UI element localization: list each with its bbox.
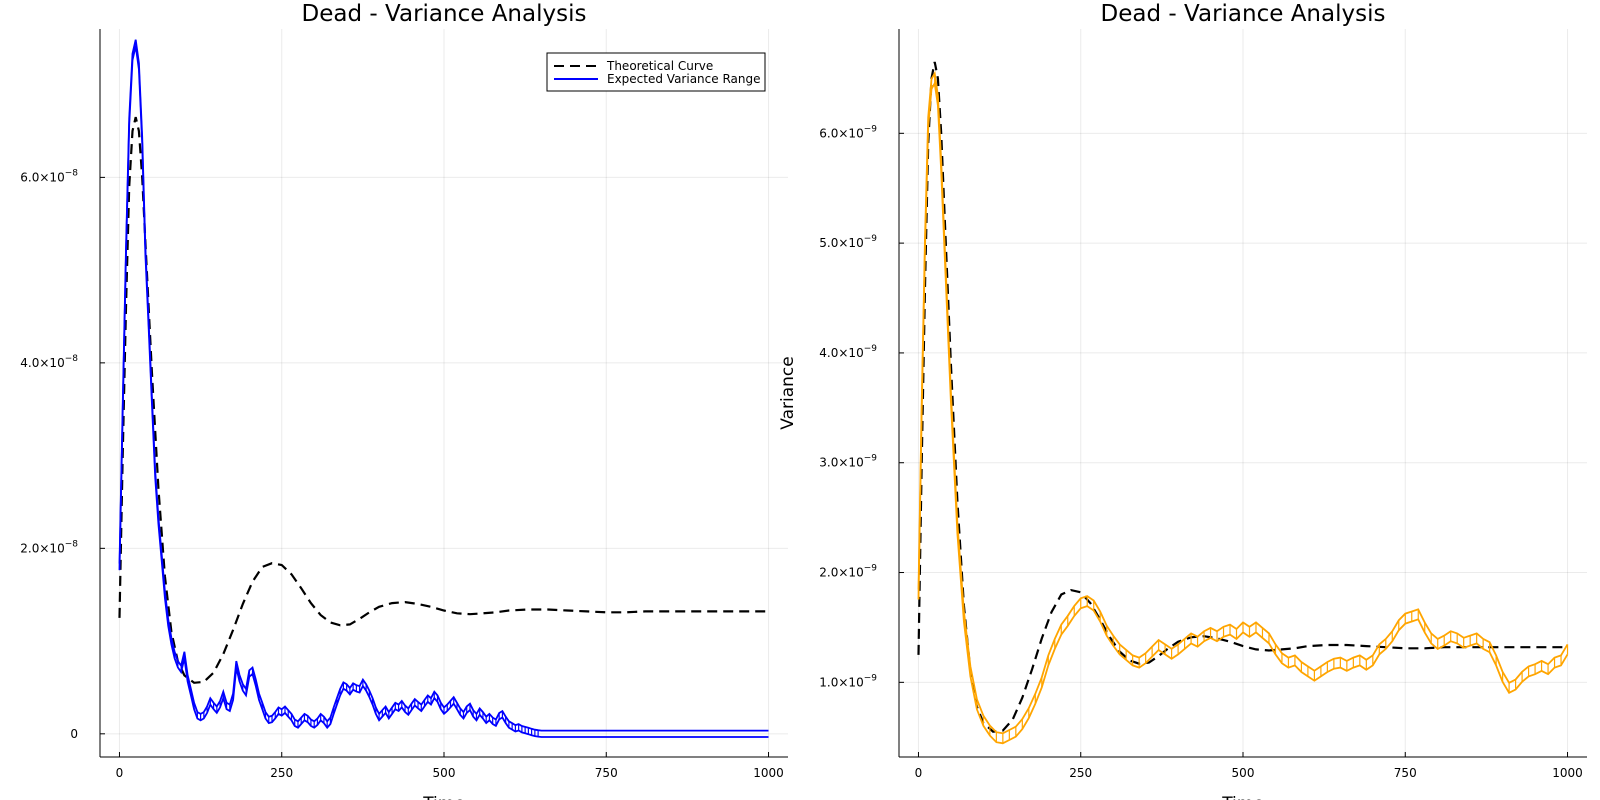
x-tick-label: 1000	[1552, 766, 1583, 780]
y-tick-label: 3.0×10−9	[819, 454, 877, 470]
y-tick-label: 0	[70, 727, 78, 741]
x-axis-label: Time	[422, 794, 465, 800]
legend-label: Theoretical Curve	[606, 59, 713, 73]
series-expected-variance-range	[118, 39, 769, 738]
x-tick-label: 250	[270, 766, 293, 780]
x-tick-label: 0	[116, 766, 124, 780]
y-tick-label: 4.0×10−9	[819, 344, 877, 360]
x-axis-label: Time	[1221, 794, 1264, 800]
y-tick-label: 6.0×10−8	[20, 168, 78, 184]
legend-item: Expected Variance Range	[554, 72, 761, 86]
legend-box	[546, 52, 766, 92]
legend-label: Expected Variance Range	[607, 72, 761, 86]
y-tick-label: 4.0×10−8	[20, 354, 78, 370]
x-tick-label: 0	[915, 766, 923, 780]
y-tick-label: 1.0×10−9	[819, 673, 877, 689]
x-tick-label: 750	[595, 766, 618, 780]
y-tick-label: 2.0×10−9	[819, 564, 877, 580]
y-tick-label: 6.0×10−9	[819, 124, 877, 140]
chart-title: Dead - Variance Analysis	[1101, 1, 1386, 27]
legend-item: Theoretical Curve	[554, 59, 713, 73]
chart-panel-2: 0 250 500 750 1000 1.0×10−9 2.0×10−9 3.0×10−9 4.…	[778, 1, 1587, 800]
chart-panel-1: 0 250 500 750 1000 0 2.0×10−8 4.0×10−8 6.0×10−8 D…	[20, 1, 788, 800]
x-tick-label: 750	[1394, 766, 1417, 780]
x-tick-label: 500	[433, 766, 456, 780]
series-band-1	[917, 70, 1569, 745]
x-tick-label: 250	[1069, 766, 1092, 780]
chart-title: Dead - Variance Analysis	[302, 1, 587, 27]
y-tick-label: 5.0×10−9	[819, 234, 877, 250]
x-tick-label: 500	[1232, 766, 1255, 780]
y-axis-label: Variance	[778, 356, 798, 429]
theoretical-curve-line	[118, 116, 769, 684]
theoretical-curve-line	[917, 61, 1568, 733]
band-upper-line	[917, 70, 1569, 735]
series-dashed-0	[917, 61, 1568, 733]
series-theoretical-curve	[118, 116, 769, 684]
x-tick-label: 1000	[753, 766, 784, 780]
y-tick-label: 2.0×10−8	[20, 539, 78, 555]
